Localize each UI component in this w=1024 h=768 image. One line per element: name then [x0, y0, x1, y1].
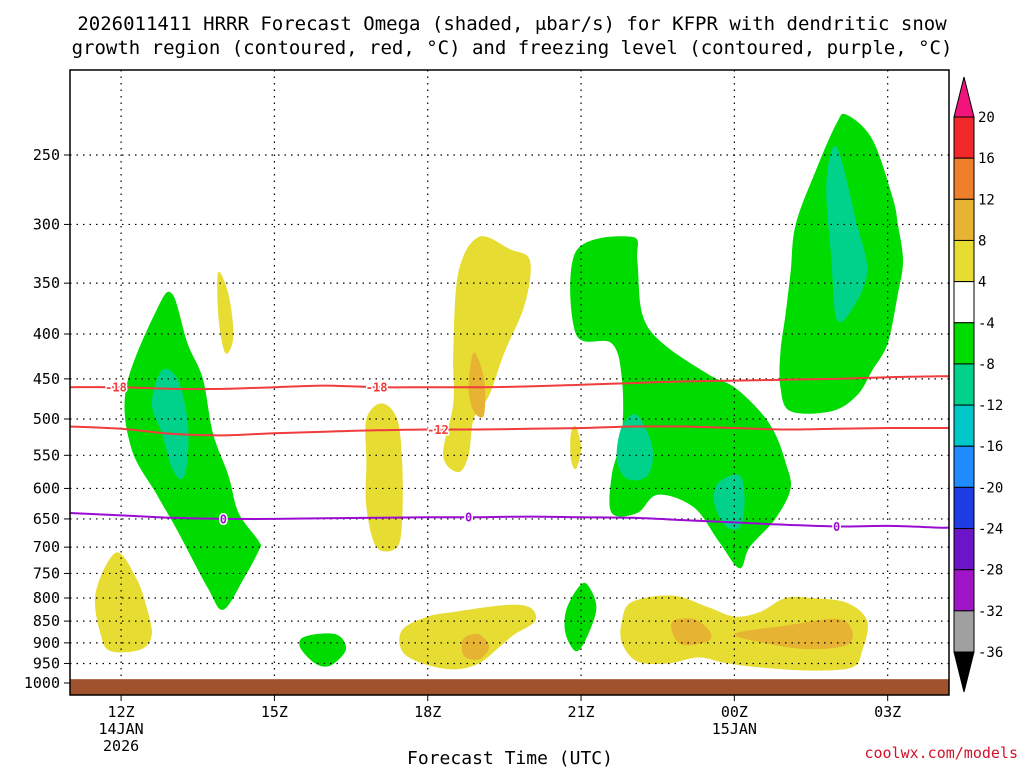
y-tick-label: 850 [33, 612, 60, 630]
colorbar-band [953, 610, 975, 653]
colorbar-tick-label: -8 [978, 357, 995, 373]
y-tick-label: 350 [33, 274, 60, 292]
y-tick-label: 700 [33, 538, 60, 556]
y-tick-label: 600 [33, 479, 60, 497]
omega-region [365, 403, 403, 552]
colorbar-band [953, 528, 975, 571]
omega-region [151, 368, 189, 480]
credit-link[interactable]: coolwx.com/models [864, 744, 1018, 762]
y-tick-label: 800 [33, 589, 60, 607]
colorbar-tick-label: 4 [978, 275, 986, 291]
x-tick-label: 12Z [108, 703, 135, 721]
colorbar-tick-label: -36 [978, 645, 1003, 661]
colorbar-tick-label: -24 [978, 522, 1003, 538]
colorbar-tick-label: 12 [978, 192, 995, 208]
y-tick-label: 950 [33, 654, 60, 672]
y-tick-label: 400 [33, 325, 60, 343]
colorbar-band [953, 281, 975, 324]
x-axis-label: Forecast Time (UTC) [407, 748, 613, 768]
colorbar-band [953, 445, 975, 488]
x-tick-label: 15Z [261, 703, 288, 721]
y-axis-ticks: 250 300 350 400 450 500 550 600 650 700 750 800 850 9… [24, 146, 70, 692]
x-tick-label: 18Z [414, 703, 441, 721]
omega-region [217, 271, 234, 354]
chart-title-line-2: growth region (contoured, red, °C) and f… [72, 37, 953, 59]
colorbar-band [953, 569, 975, 612]
colorbar-tick-label: -28 [978, 563, 1003, 579]
colorbar: 20 16 12 8 4 -4 -8 -12 -16 -20 -24 -28 -32 -36 [953, 76, 1003, 693]
plot-frame [69, 69, 950, 696]
contour-label: 0 [833, 520, 840, 534]
y-tick-label: 550 [33, 446, 60, 464]
colorbar-under-triangle [953, 651, 975, 693]
omega-region [564, 582, 597, 652]
omega-region [124, 291, 262, 610]
y-tick-label: 450 [33, 370, 60, 388]
omega-region [570, 425, 581, 470]
colorbar-tick-label: -20 [978, 480, 1003, 496]
y-tick-label: 1000 [24, 674, 60, 692]
omega-region [299, 633, 347, 667]
contour-line [70, 512, 949, 529]
contour-line [70, 375, 949, 391]
x-tick-label: 03Z [874, 703, 901, 721]
chart-title-line-1: 2026011411 HRRR Forecast Omega (shaded, … [77, 13, 947, 35]
x-tick-label: 2026 [103, 737, 139, 755]
colorbar-over-triangle [953, 76, 975, 118]
omega-region [671, 618, 712, 646]
omega-region [734, 618, 853, 650]
colorbar-tick-label: -4 [978, 316, 995, 332]
colorbar-tick-label: 8 [978, 233, 986, 249]
x-tick-label: 14JAN [99, 720, 144, 738]
colorbar-band [953, 404, 975, 447]
contour-label: -12 [427, 423, 449, 437]
colorbar-band [953, 116, 975, 159]
colorbar-band [953, 363, 975, 406]
y-tick-label: 250 [33, 146, 60, 164]
colorbar-band [953, 157, 975, 200]
omega-region [461, 633, 490, 660]
colorbar-tick-label: 16 [978, 151, 995, 167]
omega-region [826, 146, 868, 323]
colorbar-tick-label: -16 [978, 439, 1003, 455]
contour-label: 0 [465, 511, 472, 525]
omega-region [468, 352, 486, 418]
x-tick-label: 15JAN [712, 720, 757, 738]
contour-label: -18 [105, 381, 127, 395]
ground-surface [70, 679, 949, 695]
colorbar-band [953, 239, 975, 283]
y-tick-label: 900 [33, 634, 60, 652]
grid-layer [70, 70, 949, 695]
colorbar-band [953, 322, 975, 365]
omega-region [616, 414, 654, 481]
y-tick-label: 750 [33, 564, 60, 582]
x-tick-label: 00Z [721, 703, 748, 721]
x-tick-label: 21Z [567, 703, 594, 721]
colorbar-band [953, 198, 975, 241]
colorbar-tick-label: 20 [978, 110, 995, 126]
omega-region [443, 236, 531, 473]
y-tick-label: 500 [33, 410, 60, 428]
y-tick-label: 650 [33, 510, 60, 528]
colorbar-tick-label: -12 [978, 398, 1003, 414]
colorbar-band [953, 486, 975, 530]
y-tick-label: 300 [33, 215, 60, 233]
omega-shading-layer [94, 113, 903, 671]
colorbar-tick-label: -32 [978, 604, 1003, 620]
contour-layer: -18 -18 -12 0 0 0 [70, 375, 949, 535]
contour-label: -18 [366, 381, 388, 395]
omega-region [94, 552, 152, 653]
contour-label: 0 [220, 512, 227, 526]
contour-line [70, 425, 949, 437]
